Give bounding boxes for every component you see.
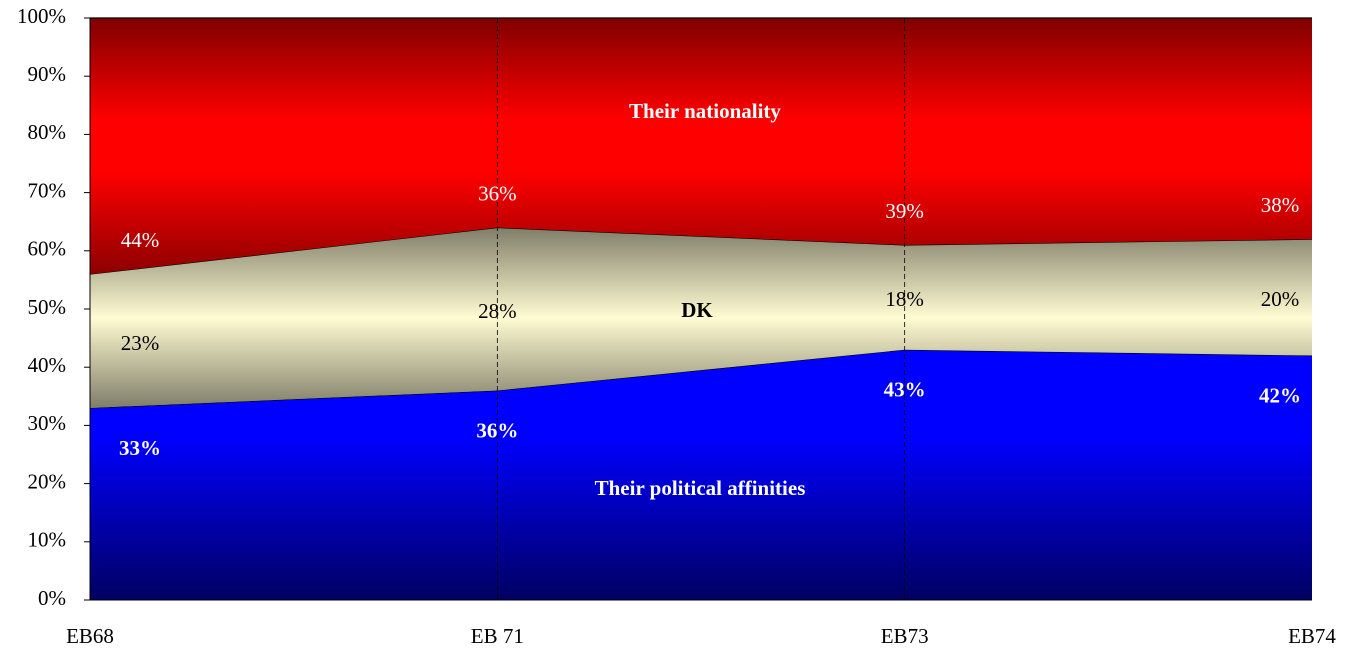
data-label: 33% xyxy=(119,436,161,460)
data-label: 36% xyxy=(478,181,517,205)
y-tick-label: 30% xyxy=(28,411,67,435)
data-label: 38% xyxy=(1261,193,1300,217)
x-tick-label: EB73 xyxy=(881,624,929,648)
data-label: 43% xyxy=(884,378,926,402)
area-shade xyxy=(90,227,1312,408)
data-label: 28% xyxy=(478,299,517,323)
data-label: 18% xyxy=(885,287,924,311)
y-tick-label: 100% xyxy=(17,4,66,28)
y-tick-label: 50% xyxy=(28,295,67,319)
y-tick-label: 20% xyxy=(28,469,67,493)
data-label: 39% xyxy=(885,199,924,223)
y-tick-label: 60% xyxy=(28,237,67,261)
y-tick-label: 0% xyxy=(38,586,66,610)
y-tick-label: 40% xyxy=(28,353,67,377)
y-tick-label: 10% xyxy=(28,528,67,552)
x-tick-label: EB 71 xyxy=(471,624,524,648)
area-shade xyxy=(90,18,1312,275)
data-label: 42% xyxy=(1259,383,1301,407)
data-label: 23% xyxy=(121,331,160,355)
data-label: 36% xyxy=(476,418,518,442)
x-tick-label: EB74 xyxy=(1288,624,1336,648)
y-tick-label: 90% xyxy=(28,62,67,86)
data-label: 20% xyxy=(1261,287,1300,311)
y-tick-label: 80% xyxy=(28,120,67,144)
area-shade xyxy=(90,349,1312,600)
x-tick-label: EB68 xyxy=(66,624,114,648)
area-label: DK xyxy=(681,298,713,322)
area-label: Their nationality xyxy=(629,99,781,123)
y-tick-label: 70% xyxy=(28,178,67,202)
data-label: 44% xyxy=(121,228,160,252)
area-label: Their political affinities xyxy=(595,476,806,500)
